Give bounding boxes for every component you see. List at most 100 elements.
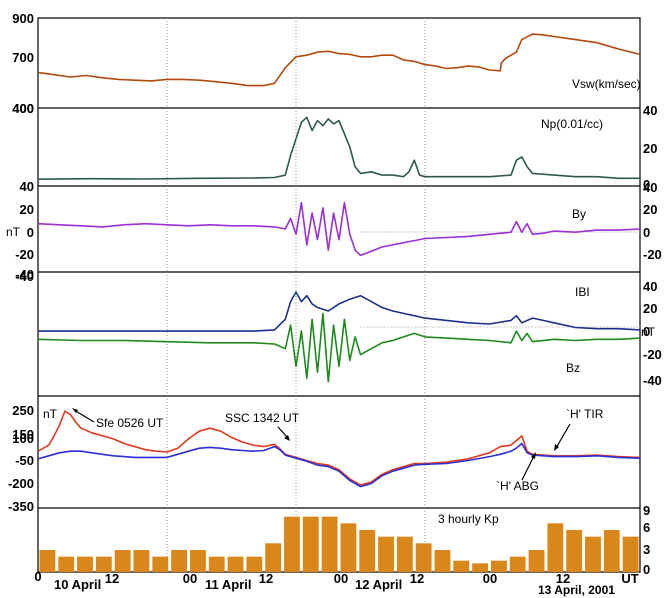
axis-ticks: 9007004004004040200200-20-4040200-20-404…: [8, 11, 662, 577]
kp-bar-22: [453, 560, 470, 572]
kp-bar-13: [284, 516, 300, 572]
day-divider-lines: [166, 18, 640, 572]
left-tick-vsw-1: 700: [12, 50, 34, 65]
x-tick-label-4: 11 April: [205, 577, 251, 592]
x-tick-label-3: 00: [183, 571, 197, 586]
right-tick-np-1: 20: [643, 141, 657, 156]
right-tick-by-3: -20: [643, 247, 662, 262]
left-tick-h-1: 150: [12, 427, 34, 442]
b-label: IBI: [575, 285, 590, 299]
kp-bar-14: [302, 516, 319, 572]
kp-bar-16: [340, 523, 357, 572]
series-line-h-1: [37, 442, 641, 488]
x-tick-label-1: 10 April: [54, 577, 101, 592]
annotation-sfe-arrowhead: [72, 408, 78, 413]
x-tick-label-6: 00: [334, 571, 348, 586]
annotation-ssc-arrowhead: [284, 435, 290, 441]
kp-bar-18: [378, 536, 394, 572]
right-tick-b_bz-3: -20: [643, 347, 662, 362]
kp-bar-15: [321, 516, 338, 572]
left-tick-h-0: 250: [12, 403, 34, 418]
x-tick-label-12: UT: [621, 571, 638, 586]
series-line-by-0: [37, 201, 641, 257]
left-tick-by-1: 0: [27, 225, 34, 240]
h-unit-label: nT: [43, 407, 58, 421]
series-line-vsw-0: [37, 33, 641, 87]
right-tick-b_bz-0: 40: [643, 279, 657, 294]
annotation-ssc: SSC 1342 UT: [225, 411, 300, 425]
left-tick-vsw-0: 900: [12, 11, 34, 26]
left-tick-by-2: -20: [15, 247, 34, 262]
kp-bar-21: [434, 550, 451, 572]
plot-series: [37, 33, 641, 572]
panel-frames: [37, 17, 641, 573]
kp-bar-28: [566, 530, 583, 572]
kp-bar-5: [133, 550, 150, 572]
annotation-h-tir: `H' TIR: [566, 407, 604, 421]
vsw-label: Vsw(km/sec): [572, 77, 641, 91]
annotation-sfe: Sfe 0526 UT: [96, 416, 164, 430]
kp-label: 3 hourly Kp: [438, 512, 499, 526]
x-tick-label-2: 12: [105, 571, 119, 586]
right-tick-kp-1: 6: [643, 520, 650, 535]
np-label: Np(0.01/cc): [541, 117, 603, 131]
left-tick-h-4: -200: [8, 476, 34, 491]
left-tick-h-2: 100: [12, 431, 34, 446]
x-tick-label-7: 12 April: [355, 577, 402, 592]
kp-bar-1: [58, 556, 75, 572]
series-line-np-0: [37, 116, 640, 180]
kp-bar-4: [114, 550, 131, 572]
kp-bar-9: [208, 556, 225, 572]
right-tick-kp-0: 9: [643, 503, 650, 518]
right-tick-by-2: 0: [643, 225, 650, 240]
kp-bar-10: [227, 556, 244, 572]
kp-bar-8: [190, 550, 206, 572]
right-tick-np-0: 40: [643, 103, 657, 118]
right-tick-b_bz-2: 0: [643, 324, 650, 339]
left-tick-b_bz-0: -40: [15, 269, 34, 284]
kp-bar-3: [95, 556, 112, 572]
kp-bar-30: [603, 530, 620, 572]
series-line-b_bz-1: [37, 312, 641, 383]
annotation-h-abg-arrow: [521, 455, 535, 481]
annotations: Sfe 0526 UT SSC 1342 UT `H' TIR `H' ABG: [72, 407, 604, 493]
kp-bar-0: [39, 550, 56, 572]
left-tick-h-3: -50: [15, 453, 34, 468]
left-tick-np-0: 400: [12, 101, 34, 116]
kp-bar-2: [77, 556, 93, 572]
x-tick-label-5: 12: [259, 571, 273, 586]
kp-bar-19: [396, 536, 413, 572]
right-tick-by-0: 40: [643, 180, 657, 195]
kp-bar-20: [415, 543, 432, 572]
left-tick-by-3: -40: [15, 267, 34, 282]
left-tick-vsw-2: 400: [12, 101, 34, 116]
left-tick-by-0: 20: [20, 202, 34, 217]
x-tick-label-10: 12: [556, 571, 570, 586]
plot-frame: [37, 17, 641, 573]
annotation-h-tir-arrowhead: [554, 444, 559, 451]
x-tick-label-11: 13 April, 2001: [538, 583, 615, 597]
kp-bar-31: [622, 536, 639, 572]
annotation-h-tir-arrow: [555, 423, 571, 449]
x-tick-label-8: 12: [410, 571, 424, 586]
right-tick-b_bz-1: 20: [643, 301, 657, 316]
bz-label: Bz: [566, 361, 580, 375]
kp-bar-23: [472, 563, 488, 572]
by-label: By: [572, 207, 586, 221]
kp-bar-27: [547, 523, 564, 572]
right-tick-b_bz-4: -40: [643, 373, 662, 388]
series-line-b_bz-0: [38, 291, 641, 332]
annotation-ssc-arrow: [277, 426, 289, 439]
x-tick-label-9: 00: [483, 571, 497, 586]
kp-bar-7: [171, 550, 187, 572]
right-tick-kp-3: 0: [643, 562, 650, 577]
kp-bar-29: [585, 536, 601, 572]
annotation-h-abg: `H' ABG: [496, 479, 539, 493]
kp-bar-11: [246, 556, 263, 572]
annotation-sfe-arrow: [73, 409, 95, 423]
kp-bar-17: [359, 530, 376, 572]
x-tick-label-0: 0: [34, 569, 41, 584]
right-tick-kp-2: 3: [643, 542, 650, 557]
kp-bar-12: [265, 543, 282, 572]
